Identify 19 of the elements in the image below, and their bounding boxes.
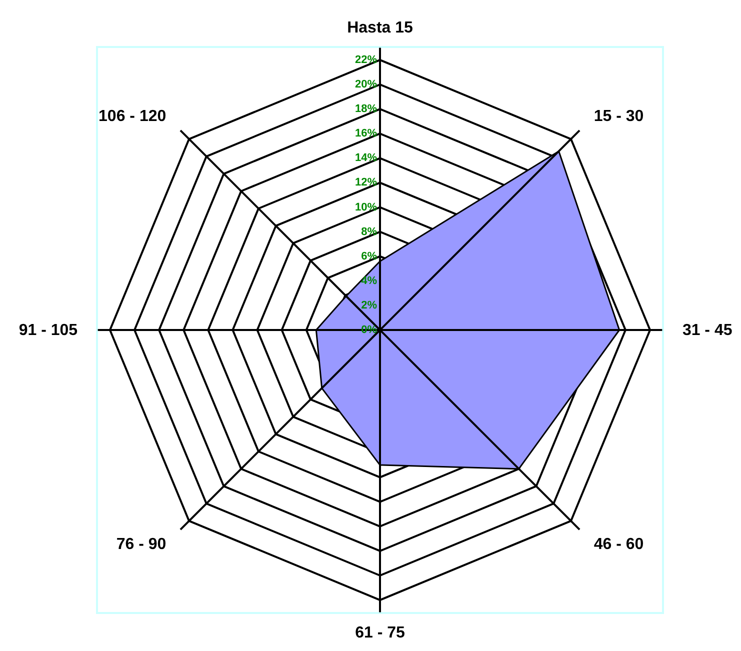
y-tick-label: 2% — [361, 299, 378, 312]
y-tick-label: 16% — [354, 128, 378, 140]
spoke-label: 46 - 60 — [594, 536, 644, 553]
spoke-label: 61 - 75 — [355, 624, 406, 642]
y-tick-label: 12% — [354, 176, 378, 189]
y-tick-label: 4% — [361, 274, 378, 287]
y-tick-label: 22% — [354, 54, 378, 66]
spoke-label: 76 - 90 — [116, 536, 166, 553]
spoke-label: 91 - 105 — [18, 322, 78, 339]
y-tick-label: 20% — [354, 78, 378, 91]
y-tick-label: 6% — [361, 250, 378, 262]
y-tick-label: 14% — [354, 152, 378, 164]
spoke-label: 31 - 45 — [682, 322, 732, 339]
y-tick-label: 8% — [361, 226, 378, 238]
y-tick-label: 10% — [354, 201, 378, 214]
y-tick-label: 18% — [354, 103, 378, 116]
spoke-label: 106 - 120 — [98, 108, 166, 126]
spoke-label: Hasta 15 — [347, 20, 414, 37]
spoke-label: 15 - 30 — [594, 108, 644, 126]
